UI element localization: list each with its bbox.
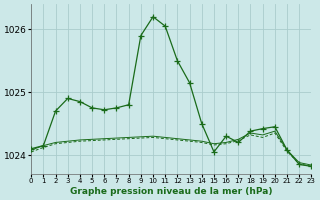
X-axis label: Graphe pression niveau de la mer (hPa): Graphe pression niveau de la mer (hPa) xyxy=(70,187,273,196)
